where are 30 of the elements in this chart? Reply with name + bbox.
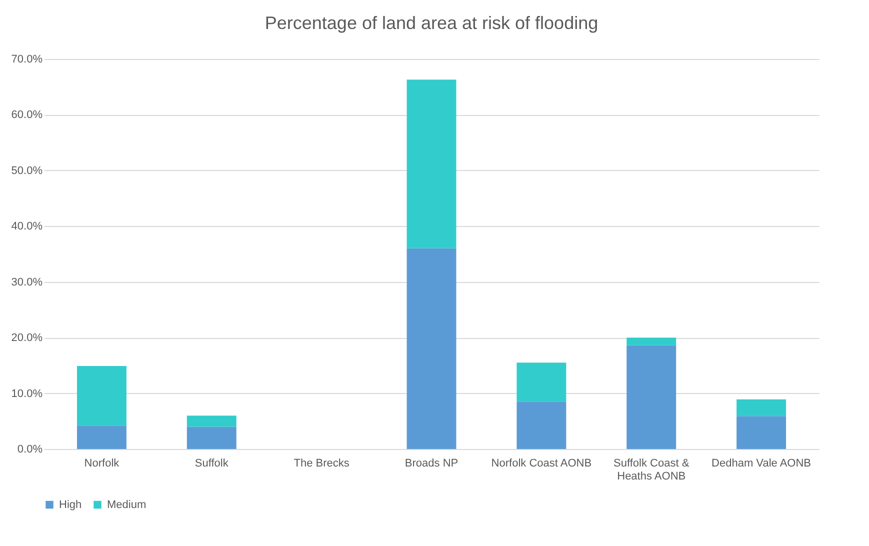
y-tick-label: 30.0%: [11, 276, 43, 288]
x-tick-label: Suffolk: [194, 458, 229, 470]
bar: [76, 366, 126, 426]
x-tick-label: Dedham Vale AONB: [712, 458, 812, 470]
bar: [736, 399, 786, 416]
y-tick-label: 10.0%: [11, 388, 43, 400]
x-tick-label: The Brecks: [294, 458, 350, 470]
bar: [406, 248, 456, 449]
y-tick-label: 50.0%: [11, 164, 43, 177]
x-tick-label: Broads NP: [404, 458, 458, 470]
x-tick-label: Norfolk Coast AONB: [491, 458, 592, 470]
bar: [626, 345, 676, 449]
y-tick-label: 60.0%: [11, 109, 43, 122]
x-tick-label: Norfolk: [84, 458, 120, 470]
y-tick-label: 0.0%: [17, 444, 43, 456]
bar: [736, 416, 786, 449]
y-tick-label: 40.0%: [11, 220, 43, 233]
legend-label: High: [59, 498, 82, 511]
x-tick-label: Suffolk Coast & Heaths AONB: [614, 458, 690, 482]
bar: [516, 402, 566, 449]
bar: [626, 338, 676, 346]
legend-label: Medium: [107, 498, 146, 511]
chart-title: Percentage of land area at risk of flooding: [264, 13, 598, 33]
bar: [516, 362, 566, 402]
bar: [186, 426, 236, 449]
y-tick-label: 70.0%: [11, 54, 43, 66]
bar: [406, 80, 456, 248]
y-tick-label: 20.0%: [11, 332, 43, 344]
bar: [76, 426, 126, 449]
bar: [186, 416, 236, 427]
